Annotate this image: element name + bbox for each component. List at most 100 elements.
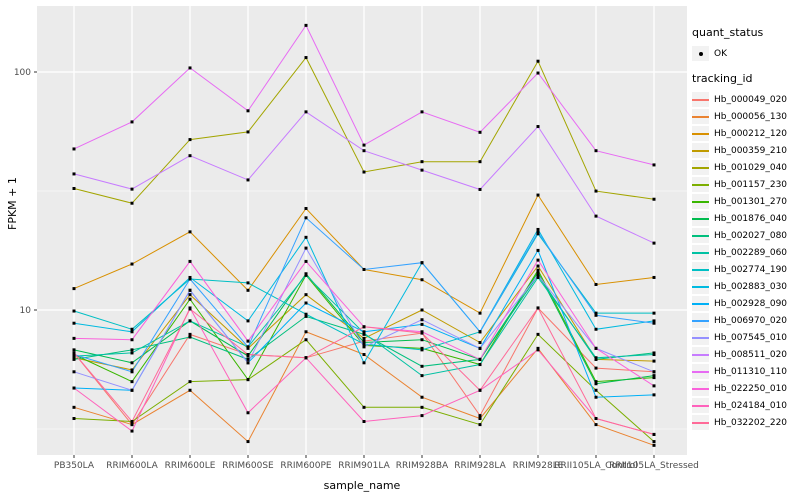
data-point: [130, 351, 134, 355]
data-point: [594, 356, 598, 360]
data-point: [246, 178, 250, 182]
data-point: [594, 313, 598, 317]
plot-panel: [37, 6, 687, 455]
x-tick-label: RRIM600SE: [222, 461, 274, 471]
legend-key-box: [692, 211, 709, 226]
data-point: [130, 348, 134, 352]
legend-entry-Hb_032202_220: Hb_032202_220: [692, 414, 798, 431]
data-point: [420, 395, 424, 399]
y-tick-label: 10: [20, 306, 32, 316]
data-point: [362, 405, 366, 409]
legend-key-box: [692, 177, 709, 192]
legend-label: Hb_000056_130: [714, 111, 788, 122]
legend-title-quant-status: quant_status: [692, 26, 764, 39]
data-point: [130, 370, 134, 374]
data-point: [478, 388, 482, 392]
data-point: [652, 370, 656, 374]
data-point: [188, 332, 192, 336]
data-point: [130, 423, 134, 427]
line-swatch-icon: [692, 370, 709, 373]
data-point: [246, 130, 250, 134]
data-point: [72, 357, 76, 361]
line-swatch-icon: [692, 421, 709, 424]
data-point: [536, 273, 540, 277]
data-point: [304, 273, 308, 277]
data-point: [536, 332, 540, 336]
legend-entry-Hb_000056_130: Hb_000056_130: [692, 108, 798, 125]
data-point: [536, 348, 540, 352]
data-point: [246, 353, 250, 357]
data-point: [304, 330, 308, 334]
data-point: [652, 311, 656, 315]
data-point: [246, 288, 250, 292]
legend-entry-Hb_002928_090: Hb_002928_090: [692, 295, 798, 312]
line-swatch-icon: [692, 200, 709, 203]
legend-entry-Hb_024184_010: Hb_024184_010: [692, 397, 798, 414]
legend-entry-Hb_002883_030: Hb_002883_030: [692, 278, 798, 295]
x-tick-label: RRIM928LE: [513, 461, 564, 471]
data-point: [72, 147, 76, 151]
data-point: [130, 187, 134, 191]
data-point: [652, 440, 656, 444]
legend-key-box: [692, 398, 709, 413]
data-point: [652, 359, 656, 363]
data-point: [130, 330, 134, 334]
legend-entry-Hb_002289_060: Hb_002289_060: [692, 244, 798, 261]
data-point: [478, 130, 482, 134]
legend-entry-Hb_001157_230: Hb_001157_230: [692, 176, 798, 193]
data-point: [420, 346, 424, 350]
legend-label: Hb_006970_020: [714, 315, 788, 326]
data-point: [652, 197, 656, 201]
data-point: [420, 348, 424, 352]
data-point: [188, 307, 192, 311]
x-tick-label: RRIM600LA: [106, 461, 158, 471]
legend-entry-Hb_006970_020: Hb_006970_020: [692, 312, 798, 329]
data-point: [72, 309, 76, 313]
data-point: [304, 356, 308, 360]
data-point: [362, 330, 366, 334]
x-tick-label: PB350LA: [54, 461, 95, 471]
data-point: [130, 201, 134, 205]
data-point: [594, 346, 598, 350]
data-point: [130, 361, 134, 365]
legend-label: Hb_032202_220: [714, 417, 788, 428]
data-point: [130, 388, 134, 392]
data-point: [536, 248, 540, 252]
data-point: [420, 110, 424, 114]
data-point: [304, 56, 308, 60]
data-point: [420, 364, 424, 368]
legend-label: Hb_011310_110: [714, 366, 788, 377]
data-point: [652, 384, 656, 388]
data-point: [536, 71, 540, 75]
data-point: [246, 411, 250, 415]
line-swatch-icon: [692, 251, 709, 254]
legend-entry-Hb_000212_120: Hb_000212_120: [692, 125, 798, 142]
x-tick-label: RRIM600LE: [165, 461, 216, 471]
data-point: [420, 308, 424, 312]
data-point: [246, 281, 250, 285]
data-point: [304, 110, 308, 114]
legend-label: Hb_024184_010: [714, 400, 788, 411]
data-point: [594, 417, 598, 421]
data-point: [304, 301, 308, 305]
data-point: [478, 423, 482, 427]
line-swatch-icon: [692, 387, 709, 390]
legend-entry-ok: OK: [692, 45, 798, 62]
data-point: [72, 287, 76, 291]
x-axis-title: sample_name: [323, 479, 401, 492]
line-swatch-icon: [692, 115, 709, 118]
data-point: [594, 380, 598, 384]
data-point: [652, 393, 656, 397]
line-swatch-icon: [692, 98, 709, 101]
data-point: [72, 354, 76, 358]
data-point: [594, 423, 598, 427]
legend-label: Hb_001029_040: [714, 162, 788, 173]
data-point: [72, 348, 76, 352]
line-swatch-icon: [692, 302, 709, 305]
data-point: [72, 386, 76, 390]
data-point: [594, 189, 598, 193]
legend-label: Hb_000359_210: [714, 145, 788, 156]
data-point: [652, 353, 656, 357]
data-point: [652, 321, 656, 325]
